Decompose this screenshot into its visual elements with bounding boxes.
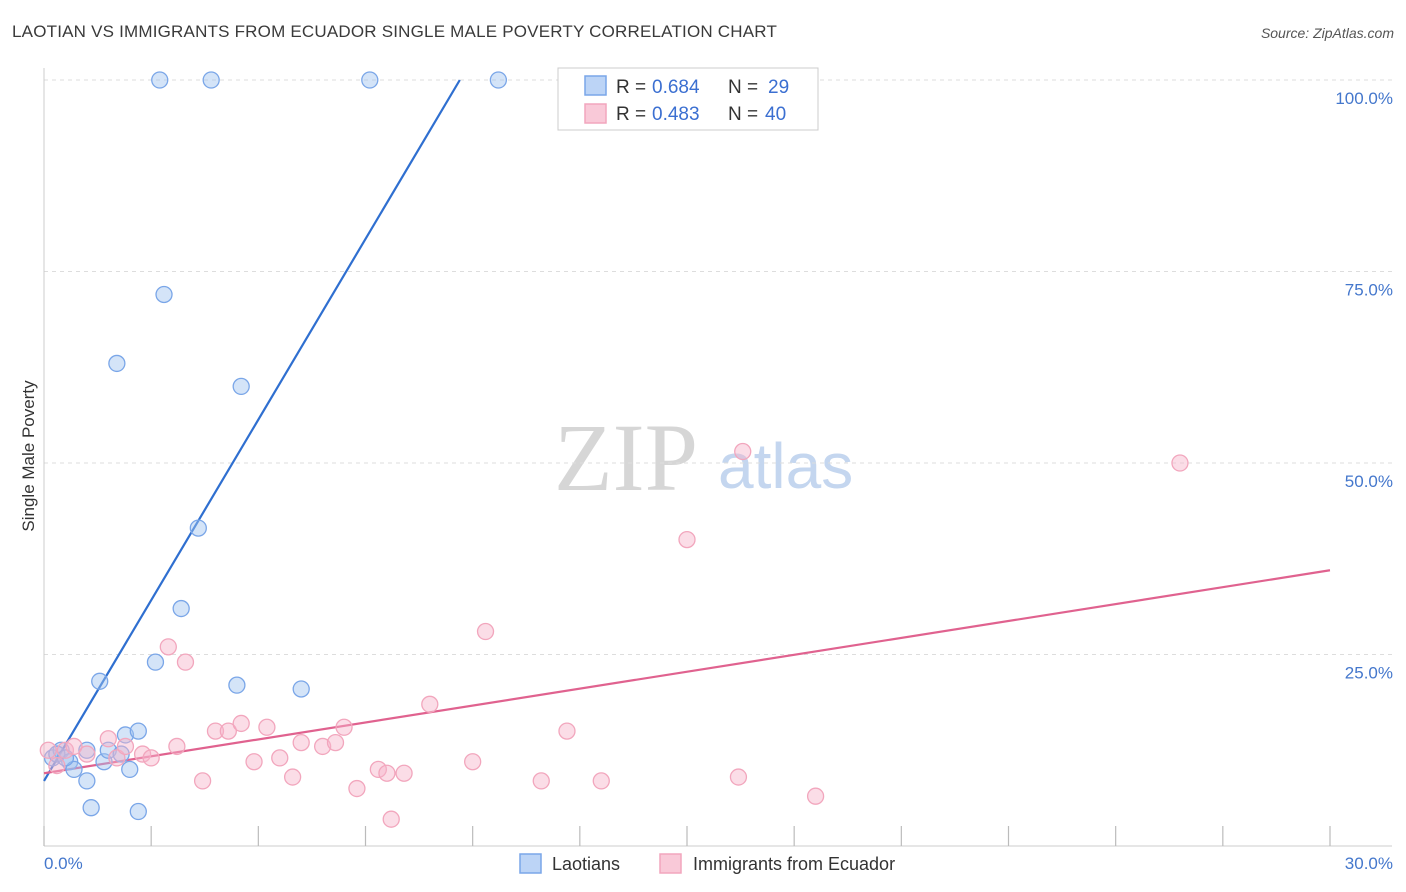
- ecuador-point: [734, 442, 752, 461]
- bottom-legend-swatch-ecuador: [659, 853, 682, 874]
- ecuador-point: [99, 730, 117, 748]
- ecuador-trend-line: [43, 569, 1331, 775]
- ecuador-point: [729, 768, 748, 786]
- legend-n-label-ecuador: N =: [728, 104, 758, 125]
- y-tick-label: 100.0%: [1335, 89, 1393, 108]
- laotians-point: [202, 71, 220, 89]
- ecuador-point: [335, 718, 353, 736]
- stats-legend: R = 0.684 N = 29 R = 0.483 N = 40: [557, 67, 819, 131]
- laotians-point: [146, 653, 165, 671]
- laotians-point: [78, 772, 96, 790]
- laotians-point: [151, 71, 169, 89]
- laotians-point: [361, 71, 379, 89]
- watermark-atlas: atlas: [718, 430, 853, 502]
- ecuador-point: [56, 741, 75, 759]
- laotians-point: [292, 680, 310, 698]
- ecuador-point: [382, 810, 400, 828]
- legend-n-label-laotians: N =: [728, 77, 758, 98]
- ecuador-point: [65, 737, 83, 756]
- bottom-legend-label-laotians: Laotians: [552, 854, 620, 874]
- ecuador-point: [159, 638, 177, 656]
- axes-layer: 25.0% 50.0% 75.0% 100.0%: [43, 68, 1393, 847]
- ecuador-point: [245, 753, 263, 771]
- legend-r-value-ecuador: 0.483: [652, 104, 700, 125]
- ecuador-point: [258, 718, 276, 736]
- ecuador-point: [464, 753, 482, 771]
- laotians-point: [82, 799, 100, 817]
- ecuador-point: [592, 772, 610, 790]
- ecuador-point: [108, 749, 126, 767]
- watermark-zip: ZIP: [554, 404, 698, 511]
- laotians-point: [189, 519, 207, 537]
- legend-r-value-laotians: 0.684: [652, 77, 700, 98]
- laotians-point: [155, 285, 173, 304]
- y-axis-title: Single Male Poverty: [19, 380, 38, 532]
- points-layer: [39, 71, 1189, 828]
- laotians-point: [232, 377, 250, 396]
- grid-layer: [44, 79, 1392, 655]
- legend-swatch-laotians: [584, 75, 607, 96]
- legend-n-value-laotians: 29: [768, 77, 789, 98]
- laotians-trend-line: [43, 79, 461, 782]
- ecuador-point: [206, 722, 225, 740]
- ecuador-point: [133, 745, 152, 763]
- ecuador-point: [476, 622, 495, 641]
- laotians-point: [65, 760, 83, 779]
- bottom-legend-label-ecuador: Immigrants from Ecuador: [693, 854, 895, 874]
- trend-layer: [43, 79, 1331, 782]
- y-tick-label: 75.0%: [1345, 281, 1393, 300]
- y-tick-label: 50.0%: [1345, 472, 1393, 491]
- ecuador-point: [271, 749, 289, 767]
- laotians-point: [78, 741, 96, 759]
- ecuador-point: [292, 733, 310, 752]
- ecuador-point: [348, 779, 366, 798]
- ecuador-point: [78, 745, 96, 763]
- laotians-point: [129, 802, 147, 821]
- series-legend: Laotians Immigrants from Ecuador: [519, 853, 895, 874]
- laotians-point: [172, 599, 190, 618]
- ecuador-point: [1171, 454, 1189, 472]
- ecuador-point: [116, 737, 135, 756]
- laotians-point: [489, 71, 508, 89]
- x-tick-label-max: 30.0%: [1345, 854, 1393, 873]
- laotians-point: [129, 722, 147, 740]
- ecuador-point: [313, 737, 332, 756]
- laotians-point: [228, 676, 246, 694]
- laotians-point: [108, 354, 126, 373]
- ecuador-point: [176, 653, 195, 671]
- ecuador-point: [806, 787, 825, 805]
- legend-swatch-ecuador: [584, 103, 607, 124]
- x-tick-label-min: 0.0%: [44, 854, 83, 873]
- bottom-legend-swatch-laotians: [519, 853, 542, 874]
- ecuador-point: [48, 756, 66, 775]
- ecuador-point: [168, 737, 186, 756]
- ecuador-point: [232, 714, 250, 733]
- ecuador-point: [369, 760, 388, 779]
- chart-title: LAOTIAN VS IMMIGRANTS FROM ECUADOR SINGL…: [12, 22, 778, 41]
- ecuador-point: [193, 772, 212, 790]
- ecuador-point: [421, 695, 439, 713]
- ecuador-point: [395, 764, 413, 782]
- laotians-point: [91, 672, 109, 690]
- ecuador-point: [378, 764, 396, 782]
- legend-n-value-ecuador: 40: [765, 104, 786, 125]
- legend-r-label-laotians: R =: [616, 77, 646, 98]
- ecuador-point: [558, 722, 576, 740]
- ecuador-point: [532, 772, 550, 790]
- legend-r-label-ecuador: R =: [616, 104, 646, 125]
- ecuador-point: [39, 741, 57, 759]
- ecuador-point: [678, 530, 696, 549]
- ecuador-point: [219, 722, 237, 740]
- source-credit: Source: ZipAtlas.com: [1260, 25, 1394, 41]
- y-tick-label: 25.0%: [1345, 664, 1393, 683]
- laotians-point: [121, 760, 139, 779]
- ecuador-point: [142, 749, 160, 767]
- ecuador-point: [283, 768, 302, 786]
- ecuador-point: [326, 733, 345, 752]
